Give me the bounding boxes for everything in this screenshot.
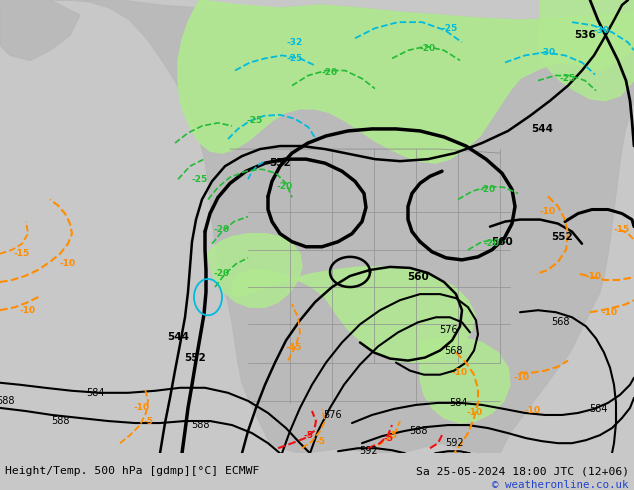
Text: Sa 25-05-2024 18:00 JTC (12+06): Sa 25-05-2024 18:00 JTC (12+06) (416, 466, 629, 476)
Text: -25: -25 (247, 116, 263, 125)
Text: -25: -25 (192, 175, 208, 184)
Text: -20: -20 (480, 185, 496, 194)
Text: 568: 568 (444, 345, 462, 356)
Text: 560: 560 (491, 237, 513, 247)
Text: 552: 552 (184, 353, 206, 363)
Text: 584: 584 (449, 398, 467, 408)
Text: -15: -15 (614, 225, 630, 234)
Text: -10: -10 (540, 207, 556, 216)
Text: -10: -10 (134, 403, 150, 413)
Text: -10: -10 (514, 373, 530, 382)
Text: -20: -20 (484, 239, 500, 248)
Text: -5: -5 (388, 431, 398, 440)
Text: 576: 576 (439, 325, 457, 335)
Text: -20: -20 (214, 225, 230, 234)
Polygon shape (538, 0, 634, 101)
Text: -10: -10 (525, 406, 541, 416)
Text: -30: -30 (540, 48, 556, 57)
Text: 592: 592 (446, 438, 464, 448)
Text: -20: -20 (214, 270, 230, 278)
Polygon shape (178, 0, 634, 163)
Polygon shape (0, 0, 80, 60)
Text: -5: -5 (143, 416, 153, 425)
Text: 560: 560 (407, 272, 429, 282)
Text: 552: 552 (269, 158, 291, 168)
Text: 588: 588 (51, 416, 69, 426)
Text: -5: -5 (383, 434, 393, 442)
Text: -20: -20 (322, 68, 338, 77)
Text: -25: -25 (287, 54, 303, 63)
Text: Height/Temp. 500 hPa [gdmp][°C] ECMWF: Height/Temp. 500 hPa [gdmp][°C] ECMWF (5, 466, 259, 476)
Text: 592: 592 (359, 446, 377, 456)
Text: © weatheronline.co.uk: © weatheronline.co.uk (493, 480, 629, 490)
Text: -10: -10 (602, 308, 618, 317)
Text: -45: -45 (286, 343, 302, 352)
Polygon shape (232, 267, 475, 363)
Text: 544: 544 (167, 332, 189, 343)
Text: 568: 568 (551, 318, 569, 327)
Text: -20: -20 (277, 182, 293, 191)
Text: -15: -15 (14, 249, 30, 258)
Text: -25: -25 (442, 24, 458, 33)
Text: -5: -5 (303, 431, 313, 440)
Text: 588: 588 (409, 426, 427, 436)
Text: -10: -10 (586, 272, 602, 281)
Text: -5: -5 (315, 437, 325, 446)
Text: -10: -10 (20, 306, 36, 315)
Text: 544: 544 (531, 124, 553, 134)
Text: -10: -10 (452, 368, 468, 377)
Text: 552: 552 (551, 232, 573, 242)
Polygon shape (0, 0, 634, 453)
Text: 588: 588 (0, 396, 14, 406)
Text: 584: 584 (589, 404, 607, 414)
Text: 584: 584 (86, 388, 104, 398)
Polygon shape (420, 338, 510, 423)
Text: -25: -25 (560, 74, 576, 83)
Text: 576: 576 (323, 410, 341, 420)
Text: 536: 536 (574, 30, 596, 40)
Text: -10: -10 (467, 409, 483, 417)
Text: -10: -10 (60, 259, 76, 269)
Text: -20: -20 (420, 44, 436, 53)
Text: 588: 588 (191, 420, 209, 430)
Text: -30: -30 (594, 25, 610, 35)
Polygon shape (208, 234, 302, 307)
Text: -32: -32 (287, 38, 303, 47)
